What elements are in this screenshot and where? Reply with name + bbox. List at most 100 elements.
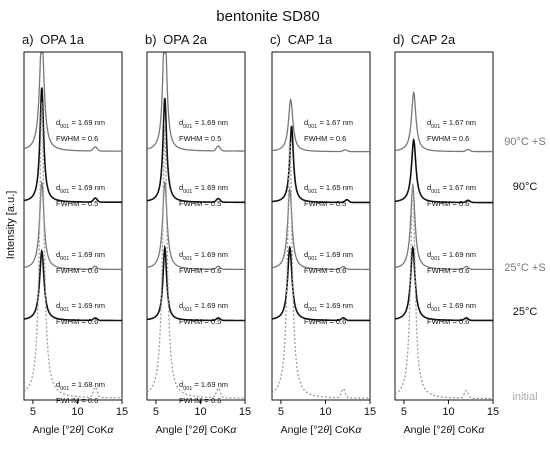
d001-label: d001 = 1.69 nm (179, 250, 228, 262)
d001-label: d001 = 1.67 nm (304, 118, 353, 130)
x-axis-label-suffix: ] CoK (452, 424, 478, 436)
x-tick-label: 15 (364, 406, 376, 418)
d001-label: d001 = 1.69 nm (304, 250, 353, 262)
d001-label: d001 = 1.69 nm (304, 301, 353, 313)
d001-label: d001 = 1.69 nm (427, 301, 476, 313)
fwhm-label: FWHM = 0.5 (179, 317, 221, 326)
fwhm-label: FWHM = 0.5 (304, 199, 346, 208)
d001-subscript: 001 (308, 124, 317, 130)
trace-3 (394, 183, 493, 271)
d001-symbol: d (56, 301, 60, 310)
condition-label: 25°C +S (504, 262, 545, 274)
x-tick-label: 15 (239, 406, 251, 418)
trace-2 (146, 97, 245, 204)
d001-value: = 1.69 nm (69, 250, 105, 259)
d001-symbol: d (304, 301, 308, 310)
x-axis-label-prefix: Angle [°2 (404, 424, 447, 436)
d001-symbol: d (56, 183, 60, 192)
x-axis-label: Angle [°2θ] CoKα (281, 424, 363, 436)
fwhm-label: FWHM = 0.6 (427, 134, 469, 143)
fwhm-label: FWHM = 0.6 (427, 317, 469, 326)
d001-label: d001 = 1.67 nm (427, 183, 476, 195)
panel-letter: d) (393, 32, 405, 47)
d001-value: = 1.68 nm (69, 380, 105, 389)
d001-symbol: d (179, 118, 183, 127)
d001-value: = 1.69 nm (440, 301, 476, 310)
x-axis-label-suffix: ] CoK (81, 424, 107, 436)
x-axis-label-alpha: α (107, 424, 114, 436)
x-tick-label: 10 (71, 406, 83, 418)
d001-value: = 1.69 nm (317, 250, 353, 259)
x-tick-label: 10 (194, 406, 206, 418)
x-axis-label-alpha: α (355, 424, 362, 436)
panel-letter: b) (145, 32, 157, 47)
d001-symbol: d (304, 250, 308, 259)
d001-subscript: 001 (60, 386, 69, 392)
x-axis-label-prefix: Angle [°2 (156, 424, 199, 436)
d001-subscript: 001 (60, 256, 69, 262)
d001-label: d001 = 1.67 nm (427, 118, 476, 130)
fwhm-label: FWHM = 0.6 (304, 134, 346, 143)
d001-subscript: 001 (60, 124, 69, 130)
d001-label: d001 = 1.69 nm (179, 183, 228, 195)
panel-letter: c) (270, 32, 281, 47)
d001-subscript: 001 (183, 189, 192, 195)
d001-subscript: 001 (431, 124, 440, 130)
d001-subscript: 001 (60, 307, 69, 313)
fwhm-label: FWHM = 0.6 (56, 317, 98, 326)
d001-label: d001 = 1.68 nm (56, 380, 105, 392)
fwhm-label: FWHM = 0.6 (56, 266, 98, 275)
d001-value: = 1.69 nm (192, 250, 228, 259)
d001-value: = 1.69 nm (69, 183, 105, 192)
x-tick-label: 15 (116, 406, 128, 418)
d001-value: = 1.69 nm (317, 301, 353, 310)
d001-subscript: 001 (183, 256, 192, 262)
d001-subscript: 001 (431, 256, 440, 262)
d001-subscript: 001 (183, 386, 192, 392)
d001-value: = 1.67 nm (440, 118, 476, 127)
d001-value: = 1.69 nm (69, 301, 105, 310)
x-tick-label: 10 (319, 406, 331, 418)
trace-4 (23, 248, 123, 322)
x-tick-label: 10 (442, 406, 454, 418)
fwhm-label: FWHM = 0.6 (56, 134, 98, 143)
x-axis-label-suffix: ] CoK (204, 424, 230, 436)
condition-label: 25°C (513, 306, 538, 318)
panel-letter: a) (22, 32, 34, 47)
d001-label: d001 = 1.69 nm (56, 118, 105, 130)
trace-5 (146, 126, 245, 399)
x-axis-label-theta: θ (198, 424, 204, 436)
fwhm-label: FWHM = 0.6 (304, 266, 346, 275)
x-tick-label: 5 (278, 406, 284, 418)
fwhm-label: FWHM = 0.5 (56, 199, 98, 208)
condition-label: 90°C (513, 181, 538, 193)
d001-symbol: d (179, 183, 183, 192)
panel-title: OPA 2a (163, 32, 208, 47)
fwhm-label: FWHM = 0.6 (304, 317, 346, 326)
d001-symbol: d (427, 183, 431, 192)
x-axis-label-theta: θ (323, 424, 329, 436)
trace-4 (146, 244, 246, 322)
d001-label: d001 = 1.69 nm (179, 118, 228, 130)
d001-subscript: 001 (183, 307, 192, 313)
condition-labels-group: 90°C +S 90°C 25°C +S 25°C initial (504, 136, 545, 403)
d001-value: = 1.65 nm (317, 183, 353, 192)
d001-subscript: 001 (60, 189, 69, 195)
fwhm-label: FWHM = 0.6 (179, 396, 221, 405)
d001-subscript: 001 (431, 189, 440, 195)
d001-label: d001 = 1.69 nm (427, 250, 476, 262)
trace-1 (146, 52, 245, 152)
fwhm-label: FWHM = 0.6 (56, 396, 98, 405)
x-axis-label: Angle [°2θ] CoKα (156, 424, 238, 436)
trace-5 (23, 102, 123, 399)
d001-value: = 1.67 nm (317, 118, 353, 127)
x-axis-label-alpha: α (230, 424, 237, 436)
plot-frame (146, 51, 246, 401)
fwhm-label: FWHM = 0.5 (179, 199, 221, 208)
plot-frame (23, 51, 123, 401)
fwhm-label: FWHM = 0.6 (179, 266, 221, 275)
